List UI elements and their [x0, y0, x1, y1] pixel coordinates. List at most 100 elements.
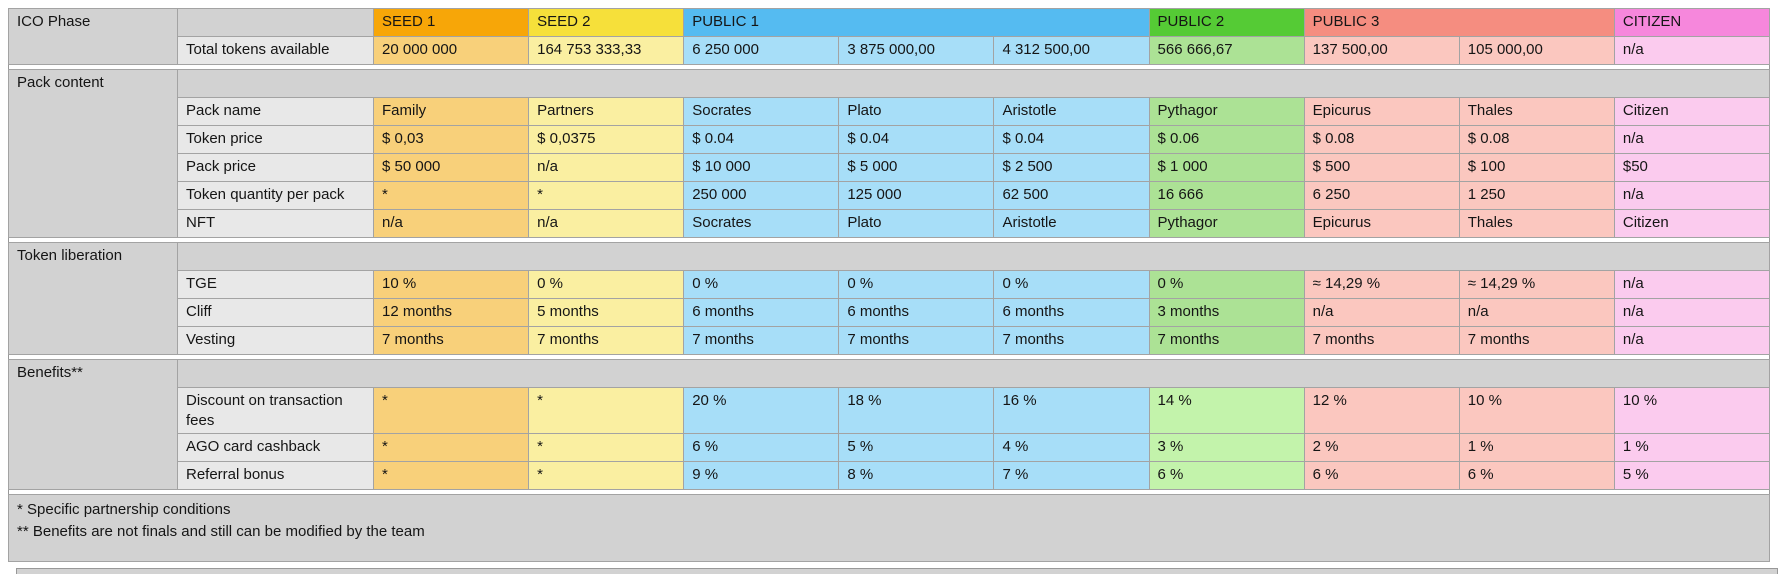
value-cell[interactable]: Aristotle: [993, 97, 1150, 126]
value-cell[interactable]: *: [528, 433, 685, 462]
value-cell[interactable]: Citizen: [1613, 97, 1771, 126]
value-cell[interactable]: *: [372, 181, 530, 210]
value-cell[interactable]: 0 %: [528, 270, 685, 299]
value-cell[interactable]: n/a: [528, 209, 685, 238]
value-cell[interactable]: $ 0.04: [683, 125, 840, 154]
phase-header-cell[interactable]: PUBLIC 2: [1148, 8, 1305, 37]
row-label[interactable]: NFT: [177, 209, 374, 238]
value-cell[interactable]: 6 %: [1303, 461, 1460, 490]
value-cell[interactable]: Plato: [838, 209, 995, 238]
value-cell[interactable]: 10 %: [1458, 387, 1615, 434]
value-cell[interactable]: n/a: [1613, 270, 1771, 299]
row-label[interactable]: TGE: [177, 270, 374, 299]
value-cell[interactable]: 164 753 333,33: [528, 36, 685, 65]
value-cell[interactable]: $ 0.08: [1303, 125, 1460, 154]
value-cell[interactable]: Plato: [838, 97, 995, 126]
value-cell[interactable]: Epicurus: [1303, 97, 1460, 126]
value-cell[interactable]: 0 %: [838, 270, 995, 299]
phase-header-cell[interactable]: PUBLIC 3: [1303, 8, 1615, 37]
value-cell[interactable]: $ 2 500: [993, 153, 1150, 182]
value-cell[interactable]: 7 months: [1303, 326, 1460, 355]
value-cell[interactable]: 6 months: [838, 298, 995, 327]
value-cell[interactable]: 0 %: [683, 270, 840, 299]
value-cell[interactable]: Thales: [1458, 209, 1615, 238]
section-title[interactable]: Benefits**: [8, 359, 178, 490]
value-cell[interactable]: 1 %: [1458, 433, 1615, 462]
value-cell[interactable]: 4 312 500,00: [993, 36, 1150, 65]
value-cell[interactable]: n/a: [1458, 298, 1615, 327]
phase-header-cell[interactable]: SEED 1: [372, 8, 530, 37]
value-cell[interactable]: 3 %: [1148, 433, 1305, 462]
value-cell[interactable]: n/a: [1613, 125, 1771, 154]
value-cell[interactable]: Socrates: [683, 97, 840, 126]
value-cell[interactable]: Pythagor: [1148, 209, 1305, 238]
value-cell[interactable]: n/a: [528, 153, 685, 182]
value-cell[interactable]: $ 0.04: [838, 125, 995, 154]
value-cell[interactable]: ≈ 14,29 %: [1303, 270, 1460, 299]
value-cell[interactable]: 1 %: [1613, 433, 1771, 462]
value-cell[interactable]: 5 %: [1613, 461, 1771, 490]
value-cell[interactable]: ≈ 14,29 %: [1458, 270, 1615, 299]
value-cell[interactable]: $ 500: [1303, 153, 1460, 182]
row-label[interactable]: Token price: [177, 125, 374, 154]
row-label[interactable]: Total tokens available: [177, 36, 374, 65]
row-label[interactable]: AGO card cashback: [177, 433, 374, 462]
value-cell[interactable]: 16 %: [993, 387, 1150, 434]
value-cell[interactable]: 4 %: [993, 433, 1150, 462]
value-cell[interactable]: 125 000: [838, 181, 995, 210]
value-cell[interactable]: n/a: [1613, 36, 1771, 65]
value-cell[interactable]: $ 100: [1458, 153, 1615, 182]
value-cell[interactable]: 566 666,67: [1148, 36, 1305, 65]
value-cell[interactable]: Citizen: [1613, 209, 1771, 238]
phase-header-cell[interactable]: SEED 2: [528, 8, 685, 37]
value-cell[interactable]: 8 %: [838, 461, 995, 490]
value-cell[interactable]: $50: [1613, 153, 1771, 182]
value-cell[interactable]: *: [528, 181, 685, 210]
value-cell[interactable]: $ 0.04: [993, 125, 1150, 154]
value-cell[interactable]: $ 0.06: [1148, 125, 1305, 154]
row-label[interactable]: Referral bonus: [177, 461, 374, 490]
value-cell[interactable]: $ 5 000: [838, 153, 995, 182]
value-cell[interactable]: n/a: [1613, 326, 1771, 355]
row-label[interactable]: Pack price: [177, 153, 374, 182]
value-cell[interactable]: 6 %: [1148, 461, 1305, 490]
value-cell[interactable]: Partners: [528, 97, 685, 126]
value-cell[interactable]: 6 250 000: [683, 36, 840, 65]
corner-label-cell[interactable]: ICO Phase: [8, 8, 178, 65]
value-cell[interactable]: Family: [372, 97, 530, 126]
row-label[interactable]: Cliff: [177, 298, 374, 327]
value-cell[interactable]: Epicurus: [1303, 209, 1460, 238]
value-cell[interactable]: *: [528, 387, 685, 434]
row-label[interactable]: Discount on transaction fees: [177, 387, 374, 434]
value-cell[interactable]: Aristotle: [993, 209, 1150, 238]
value-cell[interactable]: 7 months: [528, 326, 685, 355]
value-cell[interactable]: 6 months: [993, 298, 1150, 327]
value-cell[interactable]: 1 250: [1458, 181, 1615, 210]
value-cell[interactable]: $ 1 000: [1148, 153, 1305, 182]
value-cell[interactable]: 18 %: [838, 387, 995, 434]
value-cell[interactable]: 6 %: [683, 433, 840, 462]
value-cell[interactable]: 14 %: [1148, 387, 1305, 434]
value-cell[interactable]: 0 %: [993, 270, 1150, 299]
value-cell[interactable]: $ 10 000: [683, 153, 840, 182]
row-label[interactable]: Token quantity per pack: [177, 181, 374, 210]
value-cell[interactable]: 7 months: [372, 326, 530, 355]
value-cell[interactable]: 105 000,00: [1458, 36, 1615, 65]
value-cell[interactable]: n/a: [372, 209, 530, 238]
value-cell[interactable]: Thales: [1458, 97, 1615, 126]
value-cell[interactable]: *: [372, 387, 530, 434]
value-cell[interactable]: 250 000: [683, 181, 840, 210]
value-cell[interactable]: 137 500,00: [1303, 36, 1460, 65]
value-cell[interactable]: 7 months: [838, 326, 995, 355]
value-cell[interactable]: $ 0,0375: [528, 125, 685, 154]
value-cell[interactable]: Pythagor: [1148, 97, 1305, 126]
phase-header-cell[interactable]: CITIZEN: [1613, 8, 1771, 37]
value-cell[interactable]: $ 0.08: [1458, 125, 1615, 154]
value-cell[interactable]: 9 %: [683, 461, 840, 490]
value-cell[interactable]: 7 months: [1458, 326, 1615, 355]
value-cell[interactable]: 3 months: [1148, 298, 1305, 327]
header-spacer-cell[interactable]: [177, 8, 374, 37]
value-cell[interactable]: *: [528, 461, 685, 490]
value-cell[interactable]: Socrates: [683, 209, 840, 238]
section-title[interactable]: Pack content: [8, 69, 178, 238]
